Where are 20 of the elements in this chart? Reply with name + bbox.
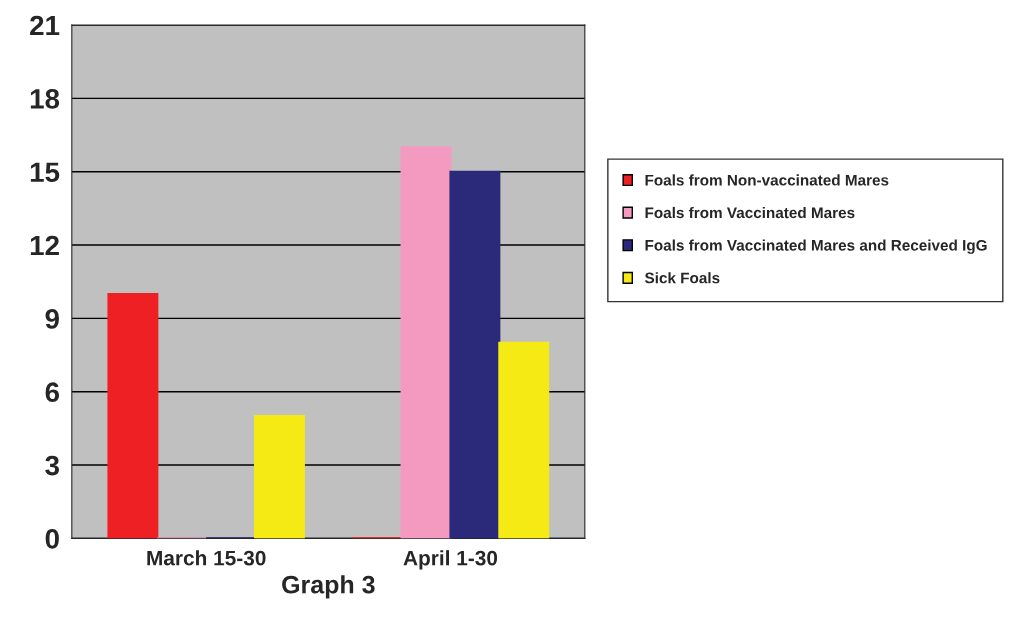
legend-label: Foals from Non-vaccinated Mares bbox=[645, 174, 889, 186]
y-tick-label: 18 bbox=[30, 89, 60, 109]
legend-label: Sick Foals bbox=[644, 272, 720, 284]
legend-label: Foals from Vaccinated Mares bbox=[645, 206, 855, 219]
bar bbox=[400, 146, 452, 539]
y-tick-label: 3 bbox=[45, 455, 60, 476]
x-axis-title: Graph 3 bbox=[282, 575, 375, 599]
legend-label: Foals from Vaccinated Mares and Received IgG bbox=[645, 239, 987, 254]
x-tick-label: April 1-30 bbox=[403, 550, 498, 570]
y-tick-label: 12 bbox=[30, 235, 59, 256]
bar bbox=[253, 415, 305, 539]
y-tick-label: 15 bbox=[30, 162, 60, 183]
y-tick-label: 21 bbox=[30, 15, 60, 36]
bar bbox=[449, 170, 501, 539]
bar bbox=[498, 341, 550, 539]
x-tick-label: March 15-30 bbox=[147, 550, 266, 566]
y-tick-label: 0 bbox=[45, 529, 59, 549]
y-tick-label: 9 bbox=[45, 309, 59, 329]
bar bbox=[107, 292, 159, 539]
y-tick-label: 6 bbox=[45, 382, 60, 403]
